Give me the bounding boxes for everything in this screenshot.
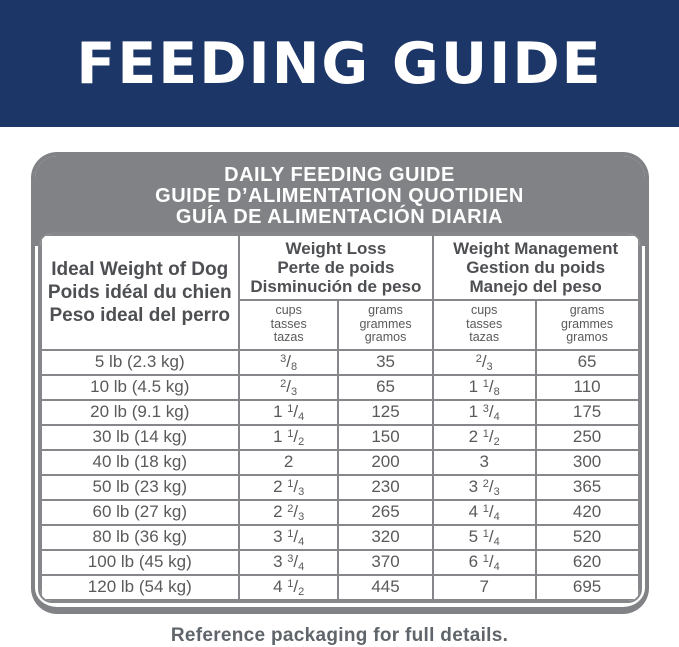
table-title-band: DAILY FEEDING GUIDE GUIDE D’ALIMENTATION… — [34, 156, 645, 246]
cell-ideal-weight: 40 lb (18 kg) — [39, 448, 241, 476]
table-row: 40 lb (18 kg) 2 200 3 300 — [39, 448, 640, 476]
weight-management-header: Weight Management Gestion du poids Manej… — [431, 234, 640, 301]
cell-ideal-weight: 10 lb (4.5 kg) — [39, 373, 241, 401]
table-row: 50 lb (23 kg) 2 1/3 230 3 2/3 365 — [39, 473, 640, 501]
cell-weight-management-grams: 365 — [534, 473, 640, 501]
cell-weight-management-cups: 3 2/3 — [431, 473, 537, 501]
cell-weight-loss-grams: 230 — [337, 473, 434, 501]
cell-weight-management-grams: 110 — [534, 373, 640, 401]
table-row: 20 lb (9.1 kg) 1 1/4 125 1 3/4 175 — [39, 398, 640, 426]
cell-ideal-weight: 30 lb (14 kg) — [39, 423, 241, 451]
feeding-table-wrap: Ideal Weight of Dog Poids idéal du chien… — [37, 232, 642, 603]
cell-weight-loss-grams: 200 — [337, 448, 434, 476]
weight-management-header-fr: Gestion du poids — [466, 258, 606, 277]
cell-weight-management-grams: 520 — [534, 523, 640, 551]
table-row: 100 lb (45 kg) 3 3/4 370 6 1/4 620 — [39, 548, 640, 576]
cell-weight-loss-cups: 1 1/2 — [238, 423, 340, 451]
table-row: 30 lb (14 kg) 1 1/2 150 2 1/2 250 — [39, 423, 640, 451]
weight-management-grams-unit-header: grams grammes gramos — [534, 299, 640, 351]
group-header-row: Ideal Weight of Dog Poids idéal du chien… — [39, 234, 640, 351]
cell-weight-management-cups: 1 1/8 — [431, 373, 537, 401]
ideal-weight-header-en: Ideal Weight of Dog — [51, 258, 229, 280]
weight-loss-grams-unit-header: grams grammes gramos — [337, 299, 434, 351]
cell-weight-loss-cups: 4 1/2 — [238, 573, 340, 601]
cell-weight-loss-grams: 150 — [337, 423, 434, 451]
cell-weight-management-cups: 6 1/4 — [431, 548, 537, 576]
cell-weight-management-grams: 300 — [534, 448, 640, 476]
cell-ideal-weight: 5 lb (2.3 kg) — [39, 348, 241, 376]
weight-loss-cups-unit-header: cups tasses tazas — [238, 299, 340, 351]
cell-weight-loss-cups: 2 — [238, 448, 340, 476]
feeding-table: Ideal Weight of Dog Poids idéal du chien… — [39, 234, 640, 601]
feeding-guide-banner: FEEDING GUIDE — [0, 0, 679, 127]
table-row: 10 lb (4.5 kg) 2/3 65 1 1/8 110 — [39, 373, 640, 401]
ideal-weight-header-fr: Poids idéal du chien — [47, 281, 232, 303]
cell-ideal-weight: 80 lb (36 kg) — [39, 523, 241, 551]
weight-loss-header-es: Disminución de peso — [250, 277, 422, 296]
weight-management-header-en: Weight Management — [453, 239, 619, 258]
cell-weight-management-cups: 7 — [431, 573, 537, 601]
table-body: 5 lb (2.3 kg) 3/8 35 2/3 65 10 lb (4.5 kg) 2/3… — [39, 348, 640, 601]
cell-weight-management-cups: 5 1/4 — [431, 523, 537, 551]
cell-weight-management-grams: 175 — [534, 398, 640, 426]
cell-weight-loss-grams: 445 — [337, 573, 434, 601]
cell-weight-management-grams: 620 — [534, 548, 640, 576]
weight-loss-header-fr: Perte de poids — [277, 258, 395, 277]
table-title-en: DAILY FEEDING GUIDE — [224, 164, 455, 186]
cell-weight-loss-grams: 125 — [337, 398, 434, 426]
weight-loss-header: Weight Loss Perte de poids Disminución d… — [238, 234, 434, 301]
cell-weight-management-cups: 3 — [431, 448, 537, 476]
feeding-table-card: DAILY FEEDING GUIDE GUIDE D’ALIMENTATION… — [30, 152, 649, 614]
cell-weight-loss-cups: 3 1/4 — [238, 523, 340, 551]
ideal-weight-header: Ideal Weight of Dog Poids idéal du chien… — [39, 234, 241, 351]
weight-management-cups-unit-header: cups tasses tazas — [431, 299, 537, 351]
cell-weight-management-cups: 2 1/2 — [431, 423, 537, 451]
cell-weight-management-cups: 2/3 — [431, 348, 537, 376]
table-row: 60 lb (27 kg) 2 2/3 265 4 1/4 420 — [39, 498, 640, 526]
cell-weight-loss-grams: 35 — [337, 348, 434, 376]
weight-management-header-es: Manejo del peso — [469, 277, 602, 296]
cell-weight-loss-cups: 3 3/4 — [238, 548, 340, 576]
cell-weight-management-grams: 65 — [534, 348, 640, 376]
table-title-es: GUÍA DE ALIMENTACIÓN DIARIA — [175, 206, 504, 228]
table-title-fr: GUIDE D’ALIMENTATION QUOTIDIEN — [155, 185, 524, 207]
cell-ideal-weight: 120 lb (54 kg) — [39, 573, 241, 601]
unit-header-row: cups tasses tazas grams grammes gramos c… — [41, 299, 640, 351]
cell-weight-loss-grams: 320 — [337, 523, 434, 551]
ideal-weight-header-es: Peso ideal del perro — [49, 304, 231, 326]
cell-ideal-weight: 50 lb (23 kg) — [39, 473, 241, 501]
cell-ideal-weight: 20 lb (9.1 kg) — [39, 398, 241, 426]
table-row: 5 lb (2.3 kg) 3/8 35 2/3 65 — [39, 348, 640, 376]
banner-title: FEEDING GUIDE — [76, 30, 603, 97]
cell-weight-loss-cups: 2 2/3 — [238, 498, 340, 526]
footer-note: Reference packaging for full details. — [170, 624, 509, 646]
table-row: 80 lb (36 kg) 3 1/4 320 5 1/4 520 — [39, 523, 640, 551]
cell-weight-management-grams: 250 — [534, 423, 640, 451]
cell-weight-management-cups: 1 3/4 — [431, 398, 537, 426]
cell-weight-loss-cups: 2/3 — [238, 373, 340, 401]
cell-ideal-weight: 60 lb (27 kg) — [39, 498, 241, 526]
cell-weight-loss-cups: 3/8 — [238, 348, 340, 376]
cell-weight-management-grams: 420 — [534, 498, 640, 526]
cell-ideal-weight: 100 lb (45 kg) — [39, 548, 241, 576]
table-row: 120 lb (54 kg) 4 1/2 445 7 695 — [39, 573, 640, 601]
cell-weight-management-cups: 4 1/4 — [431, 498, 537, 526]
cell-weight-loss-grams: 65 — [337, 373, 434, 401]
weight-loss-header-en: Weight Loss — [285, 239, 387, 258]
cell-weight-management-grams: 695 — [534, 573, 640, 601]
cell-weight-loss-cups: 2 1/3 — [238, 473, 340, 501]
cell-weight-loss-grams: 370 — [337, 548, 434, 576]
cell-weight-loss-cups: 1 1/4 — [238, 398, 340, 426]
cell-weight-loss-grams: 265 — [337, 498, 434, 526]
